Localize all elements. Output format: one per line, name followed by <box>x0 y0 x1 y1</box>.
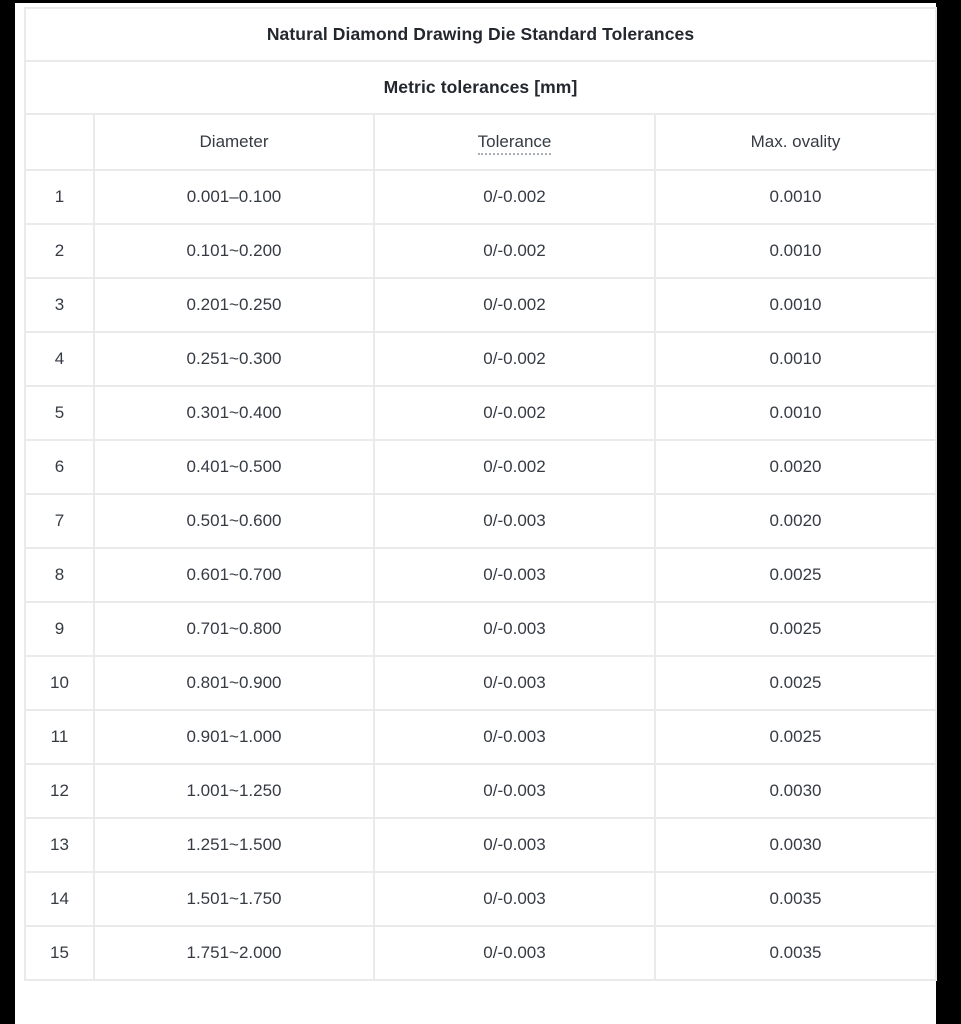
ovality-cell: 0.0020 <box>653 439 938 495</box>
ovality-cell: 0.0010 <box>653 277 938 333</box>
ovality-cell: 0.0025 <box>653 709 938 765</box>
diameter-cell: 0.501~0.600 <box>93 493 375 549</box>
diameter-cell: 0.901~1.000 <box>93 709 375 765</box>
row-number-cell: 12 <box>24 763 95 819</box>
tolerance-cell: 0/-0.003 <box>373 709 656 765</box>
ovality-cell: 0.0025 <box>653 601 938 657</box>
ovality-cell: 0.0025 <box>653 655 938 711</box>
table-row: 7 0.501~0.600 0/-0.003 0.0020 <box>24 493 938 549</box>
row-number-cell: 5 <box>24 385 95 441</box>
ovality-cell: 0.0010 <box>653 223 938 279</box>
tolerance-cell: 0/-0.002 <box>373 331 656 387</box>
col-header-ovality: Max. ovality <box>653 113 938 171</box>
row-number-cell: 13 <box>24 817 95 873</box>
tolerance-cell: 0/-0.002 <box>373 169 656 225</box>
col-header-index <box>24 113 95 171</box>
row-number-cell: 3 <box>24 277 95 333</box>
table-row: 13 1.251~1.500 0/-0.003 0.0030 <box>24 817 938 873</box>
tolerance-cell: 0/-0.003 <box>373 547 656 603</box>
tolerance-cell: 0/-0.002 <box>373 277 656 333</box>
diameter-cell: 0.101~0.200 <box>93 223 375 279</box>
page-surface: Natural Diamond Drawing Die Standard Tol… <box>15 3 938 1024</box>
diameter-cell: 1.251~1.500 <box>93 817 375 873</box>
table-title: Natural Diamond Drawing Die Standard Tol… <box>23 7 938 62</box>
table-row: 1 0.001–0.100 0/-0.002 0.0010 <box>24 169 938 225</box>
table-row: 10 0.801~0.900 0/-0.003 0.0025 <box>24 655 938 711</box>
tolerance-term[interactable]: Tolerance <box>477 132 552 155</box>
table-row: 12 1.001~1.250 0/-0.003 0.0030 <box>24 763 938 819</box>
row-number-cell: 10 <box>24 655 95 711</box>
table-row: 11 0.901~1.000 0/-0.003 0.0025 <box>24 709 938 765</box>
tolerance-cell: 0/-0.003 <box>373 763 656 819</box>
ovality-cell: 0.0035 <box>653 871 938 927</box>
tolerance-cell: 0/-0.003 <box>373 601 656 657</box>
tolerance-cell: 0/-0.003 <box>373 817 656 873</box>
row-number-cell: 11 <box>24 709 95 765</box>
ovality-cell: 0.0020 <box>653 493 938 549</box>
table-row: 15 1.751~2.000 0/-0.003 0.0035 <box>24 925 938 981</box>
ovality-cell: 0.0030 <box>653 817 938 873</box>
tolerance-cell: 0/-0.003 <box>373 493 656 549</box>
diameter-cell: 0.251~0.300 <box>93 331 375 387</box>
tolerance-cell: 0/-0.002 <box>373 439 656 495</box>
tolerance-cell: 0/-0.003 <box>373 871 656 927</box>
diameter-cell: 0.801~0.900 <box>93 655 375 711</box>
table-row: 9 0.701~0.800 0/-0.003 0.0025 <box>24 601 938 657</box>
table-header-row: Diameter Tolerance Max. ovality <box>24 113 938 171</box>
row-number-cell: 7 <box>24 493 95 549</box>
tolerance-cell: 0/-0.002 <box>373 385 656 441</box>
ovality-cell: 0.0010 <box>653 169 938 225</box>
row-number-cell: 2 <box>24 223 95 279</box>
table-row: 4 0.251~0.300 0/-0.002 0.0010 <box>24 331 938 387</box>
diameter-cell: 0.301~0.400 <box>93 385 375 441</box>
diameter-cell: 0.401~0.500 <box>93 439 375 495</box>
table-row: 8 0.601~0.700 0/-0.003 0.0025 <box>24 547 938 603</box>
col-header-tolerance: Tolerance <box>373 113 656 171</box>
ovality-cell: 0.0025 <box>653 547 938 603</box>
row-number-cell: 6 <box>24 439 95 495</box>
table-row: 2 0.101~0.200 0/-0.002 0.0010 <box>24 223 938 279</box>
ovality-cell: 0.0010 <box>653 331 938 387</box>
tolerance-cell: 0/-0.003 <box>373 655 656 711</box>
table-row: 3 0.201~0.250 0/-0.002 0.0010 <box>24 277 938 333</box>
row-number-cell: 14 <box>24 871 95 927</box>
table-row: 6 0.401~0.500 0/-0.002 0.0020 <box>24 439 938 495</box>
row-number-cell: 15 <box>24 925 95 981</box>
tolerance-cell: 0/-0.003 <box>373 925 656 981</box>
row-number-cell: 8 <box>24 547 95 603</box>
tolerance-table: Natural Diamond Drawing Die Standard Tol… <box>23 7 938 981</box>
table-subtitle-row: Metric tolerances [mm] <box>23 60 938 115</box>
table-subtitle: Metric tolerances [mm] <box>23 60 938 115</box>
diameter-cell: 0.001–0.100 <box>93 169 375 225</box>
diameter-cell: 0.201~0.250 <box>93 277 375 333</box>
table-row: 14 1.501~1.750 0/-0.003 0.0035 <box>24 871 938 927</box>
diameter-cell: 1.501~1.750 <box>93 871 375 927</box>
table-title-row: Natural Diamond Drawing Die Standard Tol… <box>23 7 938 62</box>
ovality-cell: 0.0035 <box>653 925 938 981</box>
row-number-cell: 4 <box>24 331 95 387</box>
diameter-cell: 1.751~2.000 <box>93 925 375 981</box>
col-header-diameter: Diameter <box>93 113 375 171</box>
diameter-cell: 0.601~0.700 <box>93 547 375 603</box>
diameter-cell: 1.001~1.250 <box>93 763 375 819</box>
diameter-cell: 0.701~0.800 <box>93 601 375 657</box>
ovality-cell: 0.0030 <box>653 763 938 819</box>
row-number-cell: 1 <box>24 169 95 225</box>
row-number-cell: 9 <box>24 601 95 657</box>
tolerance-cell: 0/-0.002 <box>373 223 656 279</box>
ovality-cell: 0.0010 <box>653 385 938 441</box>
table-row: 5 0.301~0.400 0/-0.002 0.0010 <box>24 385 938 441</box>
